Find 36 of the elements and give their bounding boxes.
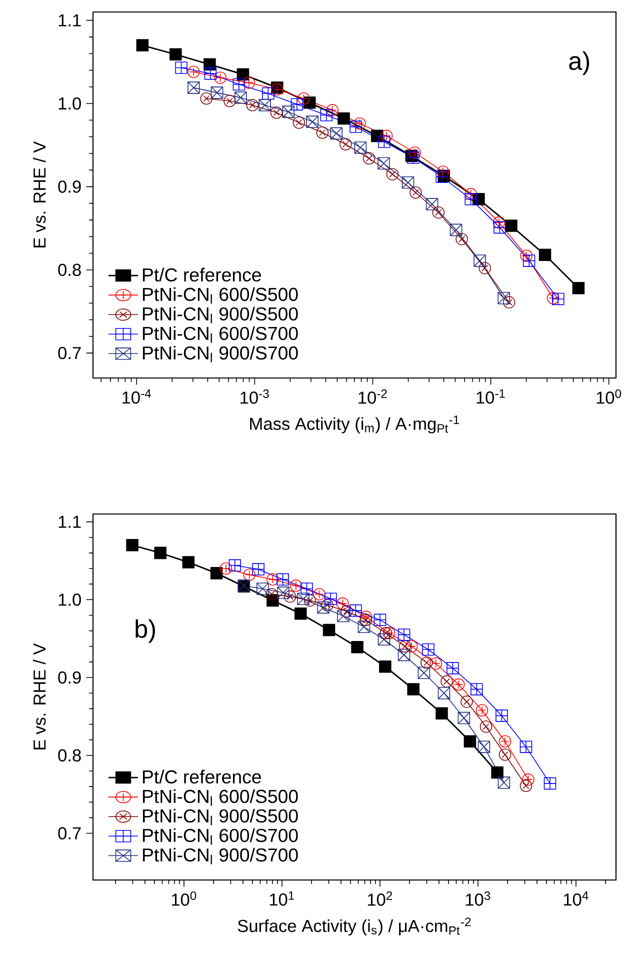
y-tick-label: 0.7: [58, 346, 81, 360]
y-axis-title: E vs. RHE / V: [32, 643, 46, 750]
y-tick-label: 0.7: [58, 827, 81, 840]
y-tick-label: 0.9: [58, 671, 81, 684]
legend-label: Pt/C reference: [142, 770, 261, 784]
y-tick-label: 1.0: [58, 594, 81, 606]
x-tick-label: 10$^{-3}$: [240, 389, 269, 404]
y-tick-label: 0.8: [58, 264, 81, 276]
y-tick-label: 1.1: [58, 14, 81, 26]
x-tick-label: 10$^{4}$: [564, 891, 588, 906]
y-tick-label: 0.9: [58, 180, 81, 193]
legend-label: PtNi-CN$_{l}$ 600/S500: [142, 789, 298, 806]
annotation: b): [136, 619, 155, 643]
x-axis-title: Mass Activity (i$_{m}$) / A·mg$_{Pt}$-1: [250, 416, 459, 434]
legend-label: PtNi-CN$_{l}$ 900/S700: [142, 848, 298, 864]
legend-label: PtNi-CN$_{l}$ 600/S700: [142, 828, 298, 845]
x-tick-label: 10$^{-2}$: [358, 389, 387, 404]
x-tick-label: 10$^{-1}$: [476, 389, 505, 404]
y-axis-title: E vs. RHE / V: [32, 141, 46, 248]
y-tick-label: 1.0: [58, 97, 81, 110]
x-tick-label: 10$^{0}$: [172, 891, 196, 906]
legend-label: PtNi-CN$_{l}$ 900/S500: [142, 808, 298, 826]
x-axis-title: Surface Activity (i$_{s}$) / μA·cm$_{Pt}$-2: [238, 918, 471, 936]
legend-label: PtNi-CN$_{l}$ 900/S500: [142, 306, 298, 324]
legend-label: PtNi-CN$_{l}$ 600/S700: [142, 326, 298, 343]
annotation: a): [569, 51, 590, 76]
x-tick-label: 10$^{1}$: [270, 891, 294, 906]
x-tick-label: 10$^{3}$: [466, 891, 490, 906]
legend-label: PtNi-CN$_{l}$ 600/S500: [142, 287, 298, 304]
legend-label: Pt/C reference: [142, 268, 261, 282]
y-tick-label: 1.1: [58, 516, 81, 528]
x-tick-label: 10$^{-4}$: [122, 389, 151, 404]
x-tick-label: 10$^{0}$: [596, 389, 622, 404]
x-tick-label: 10$^{2}$: [368, 891, 392, 906]
y-tick-label: 0.8: [58, 749, 81, 762]
legend-label: PtNi-CN$_{l}$ 900/S700: [142, 346, 298, 362]
